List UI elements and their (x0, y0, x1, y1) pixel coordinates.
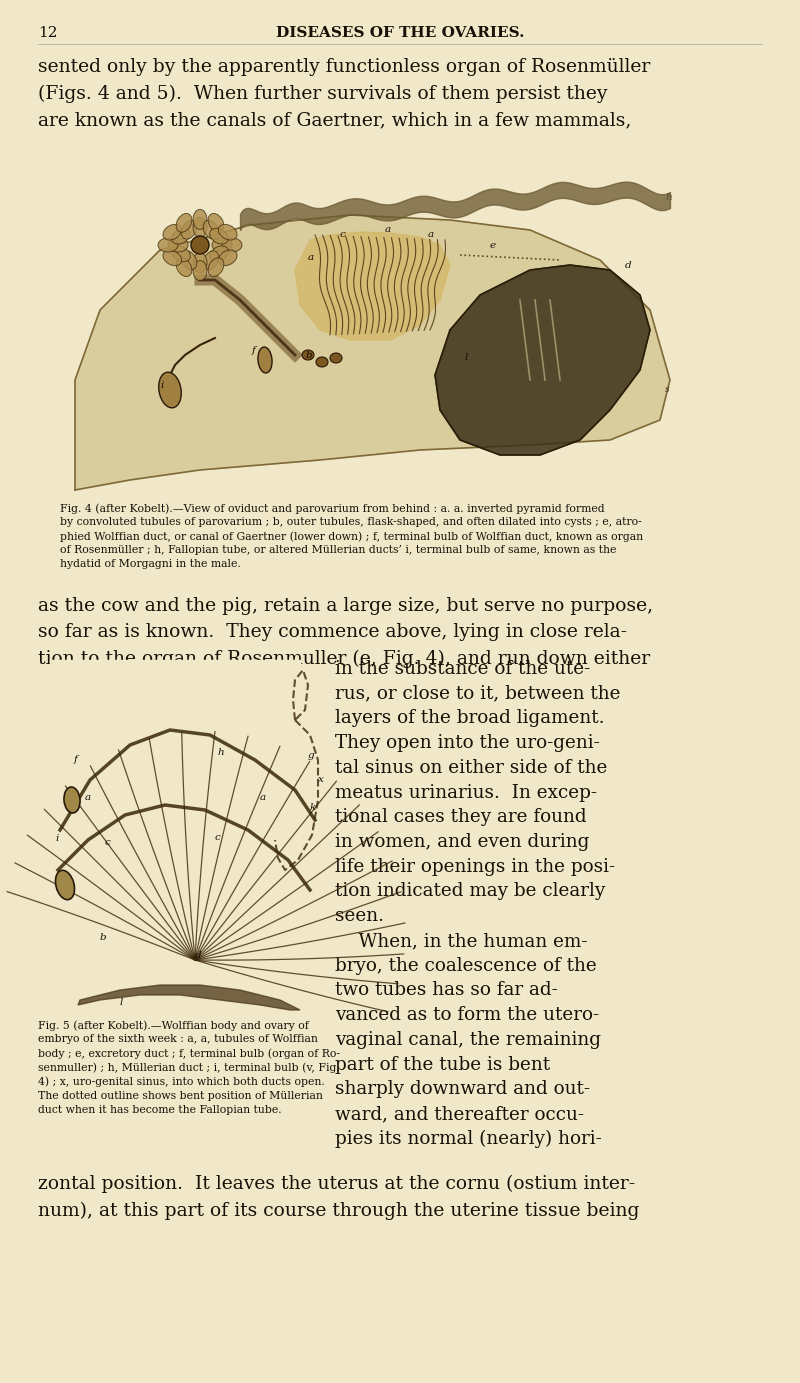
Ellipse shape (218, 250, 237, 266)
Text: a: a (308, 253, 314, 261)
Ellipse shape (193, 253, 207, 272)
Ellipse shape (222, 238, 242, 252)
Ellipse shape (203, 220, 219, 239)
Ellipse shape (191, 236, 209, 254)
Text: as the cow and the pig, retain a large size, but serve no purpose,
so far as is : as the cow and the pig, retain a large s… (38, 597, 653, 668)
Text: k: k (310, 804, 316, 812)
Ellipse shape (176, 257, 192, 277)
Ellipse shape (218, 224, 237, 241)
Ellipse shape (208, 257, 224, 277)
Ellipse shape (203, 250, 219, 270)
Text: a: a (385, 225, 391, 234)
Polygon shape (295, 232, 450, 340)
Text: i: i (160, 380, 163, 390)
Text: Fig. 4 (after Kobelt).—View of oviduct and parovarium from behind : a. a. invert: Fig. 4 (after Kobelt).—View of oviduct a… (60, 503, 643, 568)
Text: a: a (260, 792, 266, 802)
Text: e: e (490, 241, 496, 250)
Text: s: s (665, 384, 670, 394)
Text: b: b (306, 351, 313, 360)
Text: a: a (85, 792, 91, 802)
Ellipse shape (168, 238, 188, 252)
Ellipse shape (302, 350, 314, 360)
Ellipse shape (158, 372, 182, 408)
Polygon shape (78, 985, 300, 1010)
Text: h: h (665, 194, 672, 202)
Text: sented only by the apparently functionless organ of Rosenmüller
(Figs. 4 and 5).: sented only by the apparently functionle… (38, 58, 650, 129)
Ellipse shape (163, 250, 182, 266)
Text: l: l (465, 353, 468, 362)
Text: DISEASES OF THE OVARIES.: DISEASES OF THE OVARIES. (276, 26, 524, 40)
Text: a: a (428, 230, 434, 239)
Ellipse shape (158, 238, 178, 252)
Ellipse shape (172, 246, 190, 261)
Ellipse shape (172, 228, 190, 243)
Text: c: c (105, 838, 110, 846)
Text: i: i (55, 834, 58, 844)
Ellipse shape (193, 260, 207, 281)
Text: c: c (340, 230, 346, 239)
Ellipse shape (176, 213, 192, 232)
Ellipse shape (212, 238, 232, 252)
Ellipse shape (258, 347, 272, 373)
Ellipse shape (210, 228, 228, 243)
Ellipse shape (316, 357, 328, 366)
Text: g: g (308, 751, 314, 761)
Text: c: c (215, 833, 221, 842)
Ellipse shape (330, 353, 342, 362)
Text: zontal position.  It leaves the uterus at the cornu (ostium inter-
num), at this: zontal position. It leaves the uterus at… (38, 1176, 639, 1220)
Text: x: x (318, 774, 324, 784)
Ellipse shape (55, 870, 74, 900)
Polygon shape (435, 266, 650, 455)
Text: h: h (218, 748, 225, 757)
Text: f: f (74, 755, 78, 763)
Text: l: l (120, 999, 123, 1007)
Polygon shape (75, 214, 670, 490)
Ellipse shape (193, 209, 207, 230)
Ellipse shape (64, 787, 80, 813)
Text: Fig. 5 (after Kobelt).—Wolffian body and ovary of
embryo of the sixth week : a, : Fig. 5 (after Kobelt).—Wolffian body and… (38, 1021, 340, 1115)
Ellipse shape (181, 250, 197, 270)
Text: d: d (625, 261, 632, 270)
Text: in the substance of the ute-
rus, or close to it, between the
layers of the broa: in the substance of the ute- rus, or clo… (335, 660, 621, 1148)
Text: 12: 12 (38, 26, 58, 40)
Ellipse shape (210, 246, 228, 261)
Ellipse shape (208, 213, 224, 232)
Text: d: d (195, 952, 202, 960)
Ellipse shape (193, 217, 207, 238)
Text: f: f (252, 346, 256, 355)
Text: b: b (100, 934, 106, 942)
Ellipse shape (181, 220, 197, 239)
Ellipse shape (163, 224, 182, 241)
